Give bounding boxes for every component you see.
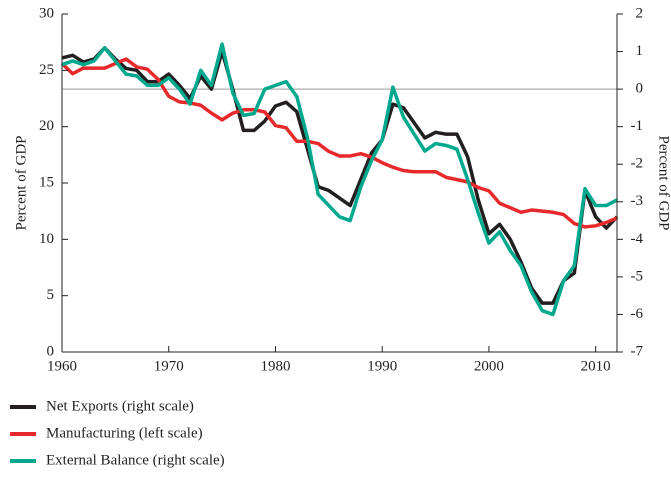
y2-tick-label: -4 xyxy=(631,231,644,247)
x-tick-label: 1980 xyxy=(260,358,290,374)
y2-tick-label: -2 xyxy=(631,156,644,172)
x-tick-label: 2010 xyxy=(581,358,611,374)
series-line xyxy=(61,46,619,305)
y-tick-label: 5 xyxy=(47,287,55,303)
x-tick-label: 1970 xyxy=(154,358,184,374)
y2-tick-label: 0 xyxy=(636,81,644,97)
y2-tick-label: -1 xyxy=(631,118,644,134)
y-tick-label: 20 xyxy=(39,118,54,134)
series-line xyxy=(60,57,618,229)
x-tick-label: 1990 xyxy=(367,358,397,374)
legend-label: Manufacturing (left scale) xyxy=(46,425,203,441)
y-tick-label: 15 xyxy=(39,174,54,190)
y2-tick-label: -7 xyxy=(631,343,644,359)
y2-axis-label: Percent of GDP xyxy=(656,136,671,231)
y2-tick-label: -3 xyxy=(631,193,644,209)
y2-tick-label: -6 xyxy=(631,306,644,322)
y-axis-label: Percent of GDP xyxy=(13,136,29,231)
legend-label: External Balance (right scale) xyxy=(46,452,225,468)
legend-label: Net Exports (right scale) xyxy=(46,398,194,414)
y-tick-label: 10 xyxy=(39,231,54,247)
y-tick-label: 25 xyxy=(39,62,54,78)
x-tick-label: 2000 xyxy=(474,358,504,374)
y2-tick-label: 1 xyxy=(636,43,644,59)
y2-tick-label: 2 xyxy=(636,5,644,21)
y-tick-label: 30 xyxy=(39,5,54,21)
x-tick-label: 1960 xyxy=(47,358,77,374)
series-line xyxy=(61,42,618,317)
y2-tick-label: -5 xyxy=(631,268,644,284)
y-tick-label: 0 xyxy=(47,343,55,359)
